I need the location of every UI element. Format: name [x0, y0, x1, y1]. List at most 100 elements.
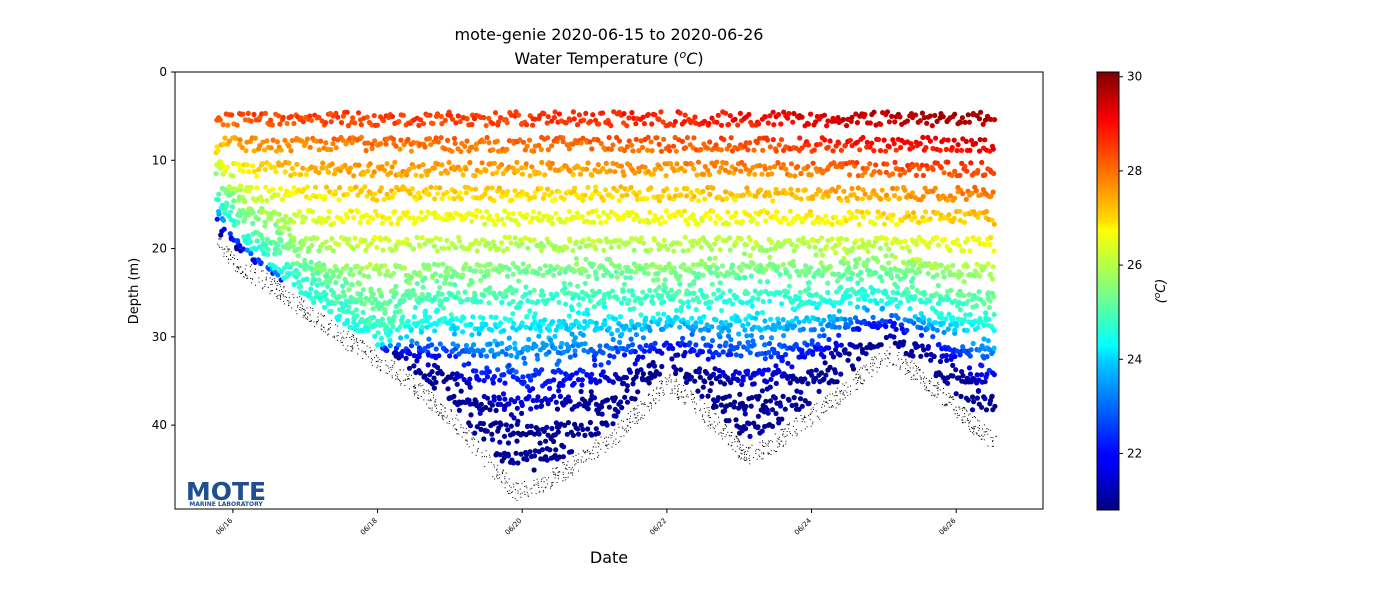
temperature-point [536, 431, 542, 437]
temperature-point [524, 313, 530, 319]
seafloor-mark [812, 423, 814, 425]
seafloor-mark [627, 424, 629, 426]
temperature-point [779, 416, 785, 422]
temperature-point [244, 247, 250, 253]
temperature-point [534, 352, 540, 358]
temperature-point [773, 148, 779, 154]
temperature-point [562, 422, 568, 428]
temperature-point [426, 266, 432, 272]
temperature-point [739, 381, 745, 388]
temperature-point [473, 297, 480, 304]
temperature-point [495, 246, 502, 252]
seafloor-mark [762, 440, 763, 442]
seafloor-mark [872, 362, 874, 364]
chart-subtitle-unit-sup: o [679, 48, 686, 61]
temperature-point [483, 287, 489, 293]
seafloor-mark [575, 463, 577, 465]
seafloor-mark [227, 248, 229, 250]
temperature-point [612, 263, 618, 269]
temperature-point [513, 218, 519, 224]
seafloor-mark [552, 481, 554, 483]
seafloor-mark [780, 440, 782, 442]
temperature-point [538, 185, 544, 191]
seafloor-mark [277, 297, 279, 299]
seafloor-mark [342, 344, 344, 346]
temperature-point [451, 196, 457, 202]
temperature-point [580, 296, 587, 302]
temperature-point [545, 213, 551, 219]
seafloor-mark [876, 367, 878, 369]
seafloor-mark [770, 450, 772, 452]
temperature-point [750, 245, 756, 251]
temperature-point [629, 288, 635, 294]
temperature-point [461, 362, 467, 368]
seafloor-mark [311, 307, 313, 309]
temperature-point [492, 110, 499, 116]
temperature-point [765, 120, 771, 126]
seafloor-mark [718, 433, 720, 435]
temperature-point [613, 413, 619, 419]
temperature-point [549, 425, 555, 432]
temperature-point [308, 117, 314, 123]
seafloor-mark [884, 353, 886, 354]
temperature-point [693, 307, 699, 313]
seafloor-mark [648, 409, 650, 411]
seafloor-mark [653, 400, 655, 402]
seafloor-mark [992, 440, 994, 441]
seafloor-mark [431, 392, 433, 393]
seafloor-mark [542, 477, 544, 479]
seafloor-mark [556, 482, 558, 483]
seafloor-mark [397, 373, 399, 375]
temperature-point [741, 251, 748, 257]
temperature-point [731, 404, 737, 410]
seafloor-mark [975, 417, 976, 419]
temperature-point [251, 148, 257, 154]
temperature-point [275, 218, 281, 224]
temperature-point [446, 159, 452, 166]
seafloor-mark [788, 428, 790, 430]
seafloor-marks [217, 238, 997, 501]
temperature-point [455, 290, 461, 296]
seafloor-mark [692, 393, 694, 395]
temperature-point [718, 402, 724, 408]
seafloor-mark [713, 428, 715, 430]
temperature-point [453, 316, 459, 322]
temperature-point [520, 261, 526, 267]
temperature-point [617, 314, 624, 320]
temperature-point [662, 285, 669, 291]
seafloor-mark [644, 402, 646, 404]
temperature-point [272, 251, 278, 257]
seafloor-mark [866, 368, 868, 370]
temperature-point [695, 274, 701, 280]
temperature-point [387, 329, 393, 335]
temperature-point [439, 371, 445, 377]
temperature-point [710, 371, 717, 377]
temperature-point [591, 395, 598, 401]
temperature-point [544, 457, 550, 463]
temperature-point [767, 165, 773, 171]
temperature-point [254, 185, 260, 191]
temperature-point [736, 331, 742, 337]
seafloor-mark [277, 281, 279, 282]
seafloor-mark [388, 367, 390, 369]
temperature-point [497, 452, 503, 458]
temperature-point [706, 327, 712, 333]
seafloor-mark [363, 351, 365, 353]
seafloor-mark [246, 277, 248, 279]
temperature-point [262, 219, 268, 225]
seafloor-mark [951, 397, 953, 399]
temperature-point [378, 293, 385, 299]
temperature-point [655, 311, 661, 317]
seafloor-mark [955, 406, 957, 408]
temperature-point [215, 197, 221, 203]
temperature-point [556, 383, 562, 389]
seafloor-mark [719, 432, 721, 434]
seafloor-mark [420, 396, 422, 397]
seafloor-mark [783, 444, 784, 446]
temperature-point [615, 296, 621, 302]
seafloor-mark [281, 289, 282, 291]
temperature-point [772, 326, 778, 333]
temperature-point [684, 193, 690, 199]
temperature-point [569, 307, 575, 313]
temperature-point [705, 393, 711, 399]
